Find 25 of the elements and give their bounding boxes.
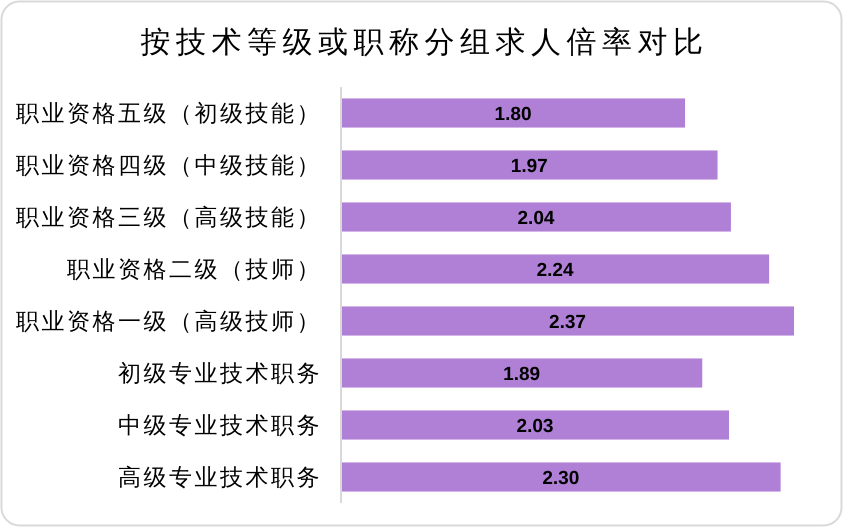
data-label: 2.03 xyxy=(516,416,554,437)
data-label: 1.80 xyxy=(494,104,532,125)
y-tick-label: 职业资格二级（技师） xyxy=(67,257,322,283)
bar xyxy=(341,150,718,180)
y-tick-label: 职业资格一级（高级技师） xyxy=(16,309,322,335)
bar xyxy=(341,306,794,336)
bar xyxy=(341,202,731,232)
data-label: 1.97 xyxy=(510,156,548,177)
y-tick-label: 初级专业技术职务 xyxy=(118,361,322,387)
y-tick-label: 职业资格三级（高级技能） xyxy=(16,205,322,231)
bar xyxy=(341,462,781,492)
data-label: 2.30 xyxy=(542,468,580,489)
bar xyxy=(341,410,730,440)
bar xyxy=(341,254,770,284)
chart-title: 按技术等级或职称分组求人倍率对比 xyxy=(140,25,708,60)
bar xyxy=(341,358,702,388)
data-label: 1.89 xyxy=(503,364,540,385)
y-tick-label: 职业资格五级（初级技能） xyxy=(16,101,322,127)
y-tick-label: 职业资格四级（中级技能） xyxy=(16,153,322,179)
data-label: 2.04 xyxy=(517,208,555,229)
bar xyxy=(341,98,686,128)
y-tick-label: 中级专业技术职务 xyxy=(118,413,322,439)
data-label: 2.24 xyxy=(536,260,574,281)
data-label: 2.37 xyxy=(549,312,586,333)
y-tick-label: 高级专业技术职务 xyxy=(118,465,322,491)
